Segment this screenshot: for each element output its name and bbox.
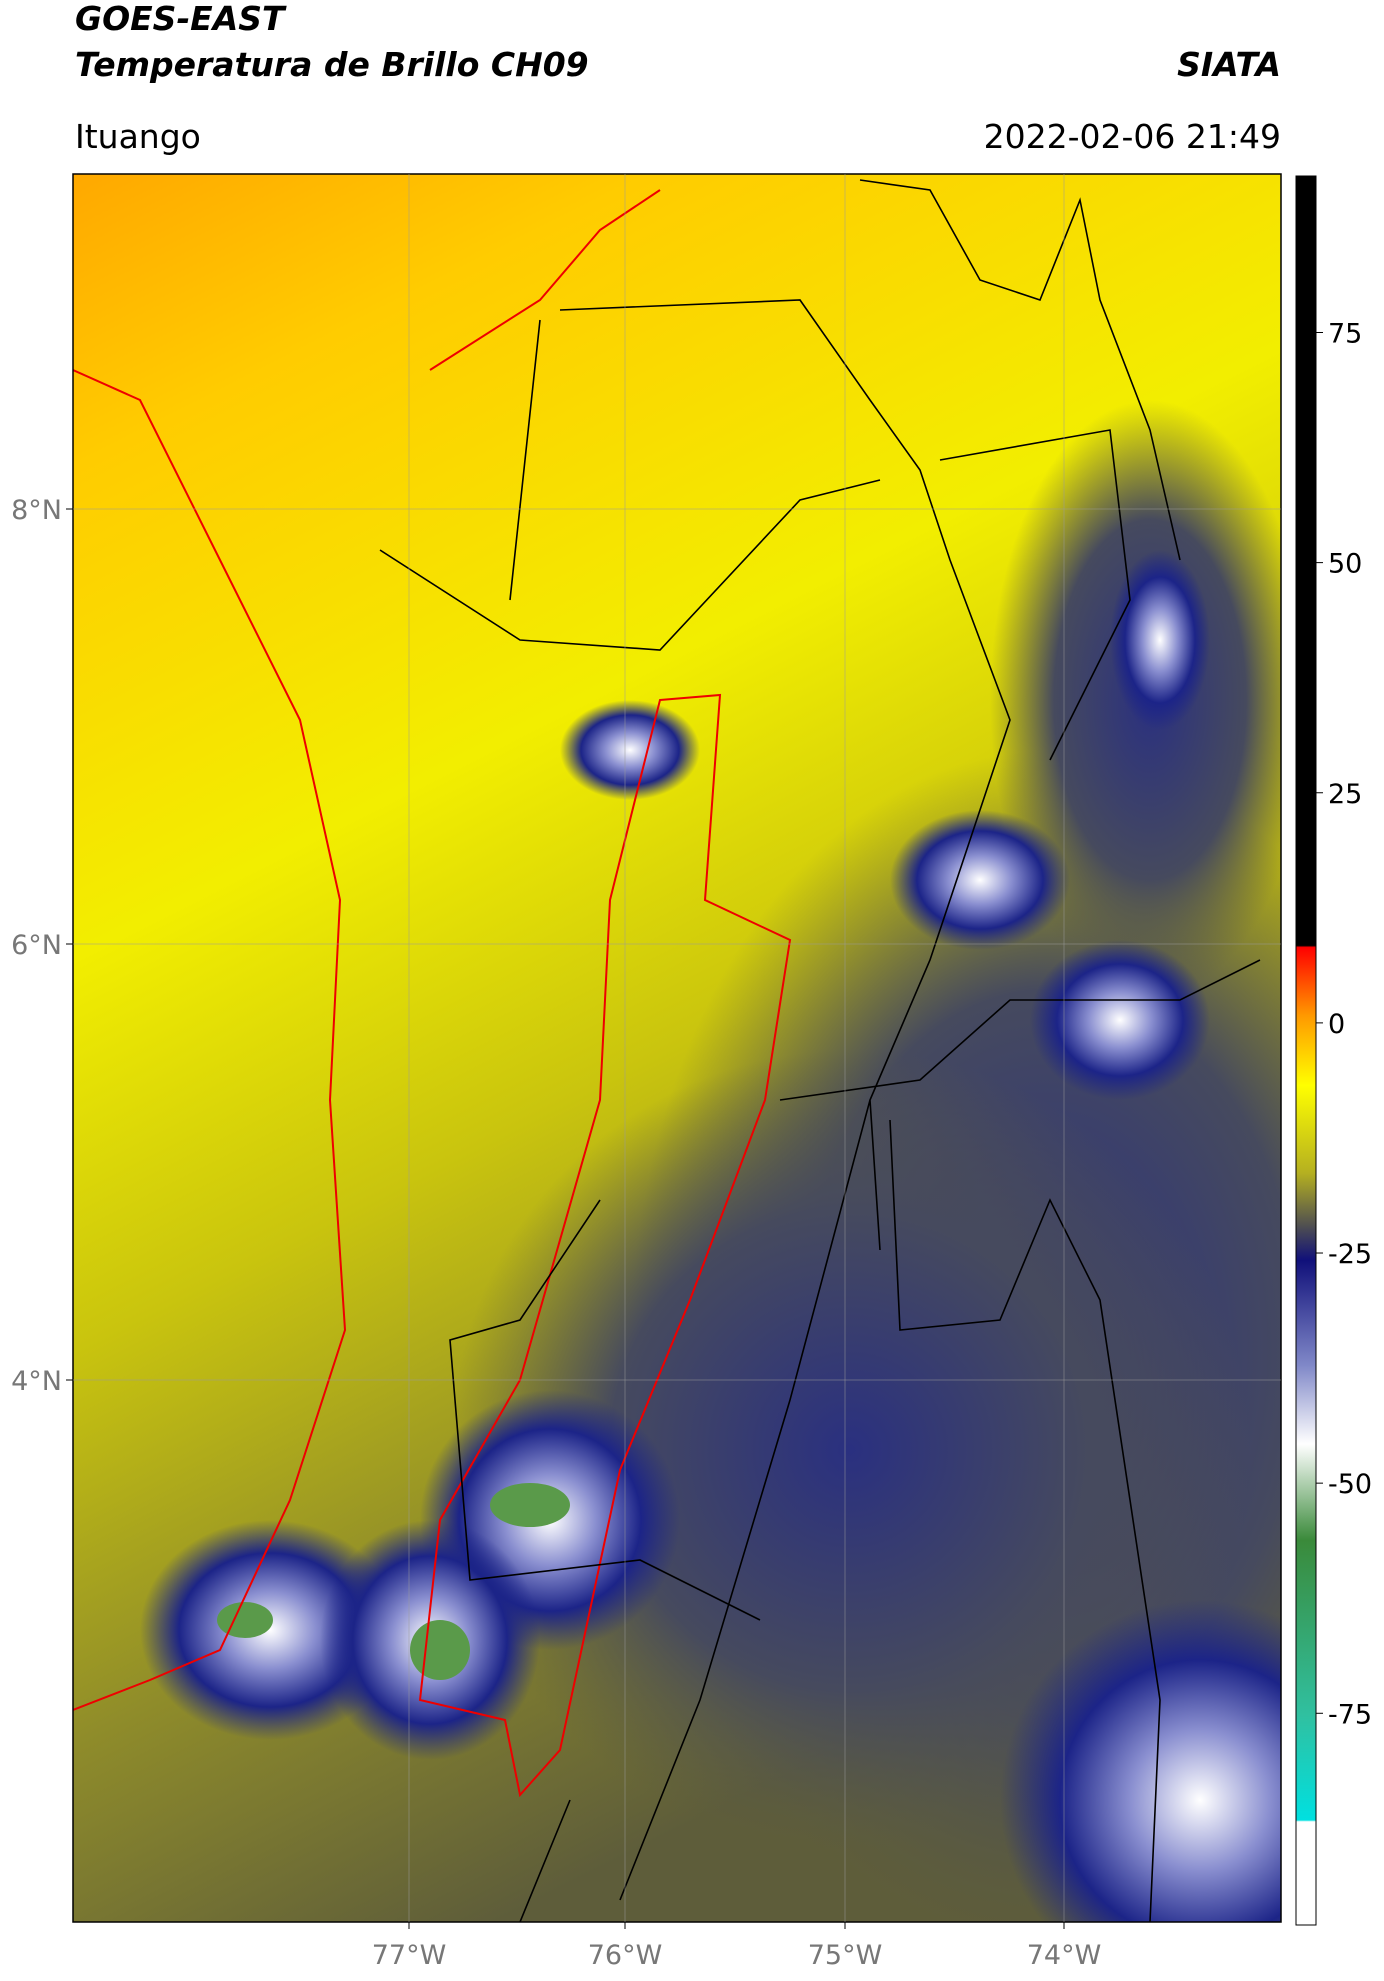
map-frame [72,173,1282,1923]
colorbar [1295,175,1317,1926]
title: GOES-EAST [75,0,287,38]
source: SIATA [1177,45,1281,84]
lat-label: 6°N [11,930,62,961]
datetime: 2022-02-06 21:49 [984,117,1281,156]
lon-label: 74°W [1027,1940,1102,1971]
map [73,174,1281,1922]
lon-label: 77°W [372,1940,447,1971]
lon-label: 76°W [588,1940,663,1971]
colorbar-label: 25 [1328,779,1362,810]
colorbar-label: 75 [1328,318,1362,349]
subtitle: Temperatura de Brillo CH09 [75,45,589,84]
region: Ituango [75,117,201,156]
lon-label: 75°W [808,1940,883,1971]
colorbar-label: 50 [1328,549,1362,580]
colorbar-label: -25 [1328,1239,1372,1270]
lat-label: 8°N [11,495,62,526]
colorbar-label: -50 [1328,1469,1372,1500]
colorbar-label: -75 [1328,1699,1372,1730]
colorbar-label: 0 [1328,1009,1345,1040]
lat-label: 4°N [11,1366,62,1397]
